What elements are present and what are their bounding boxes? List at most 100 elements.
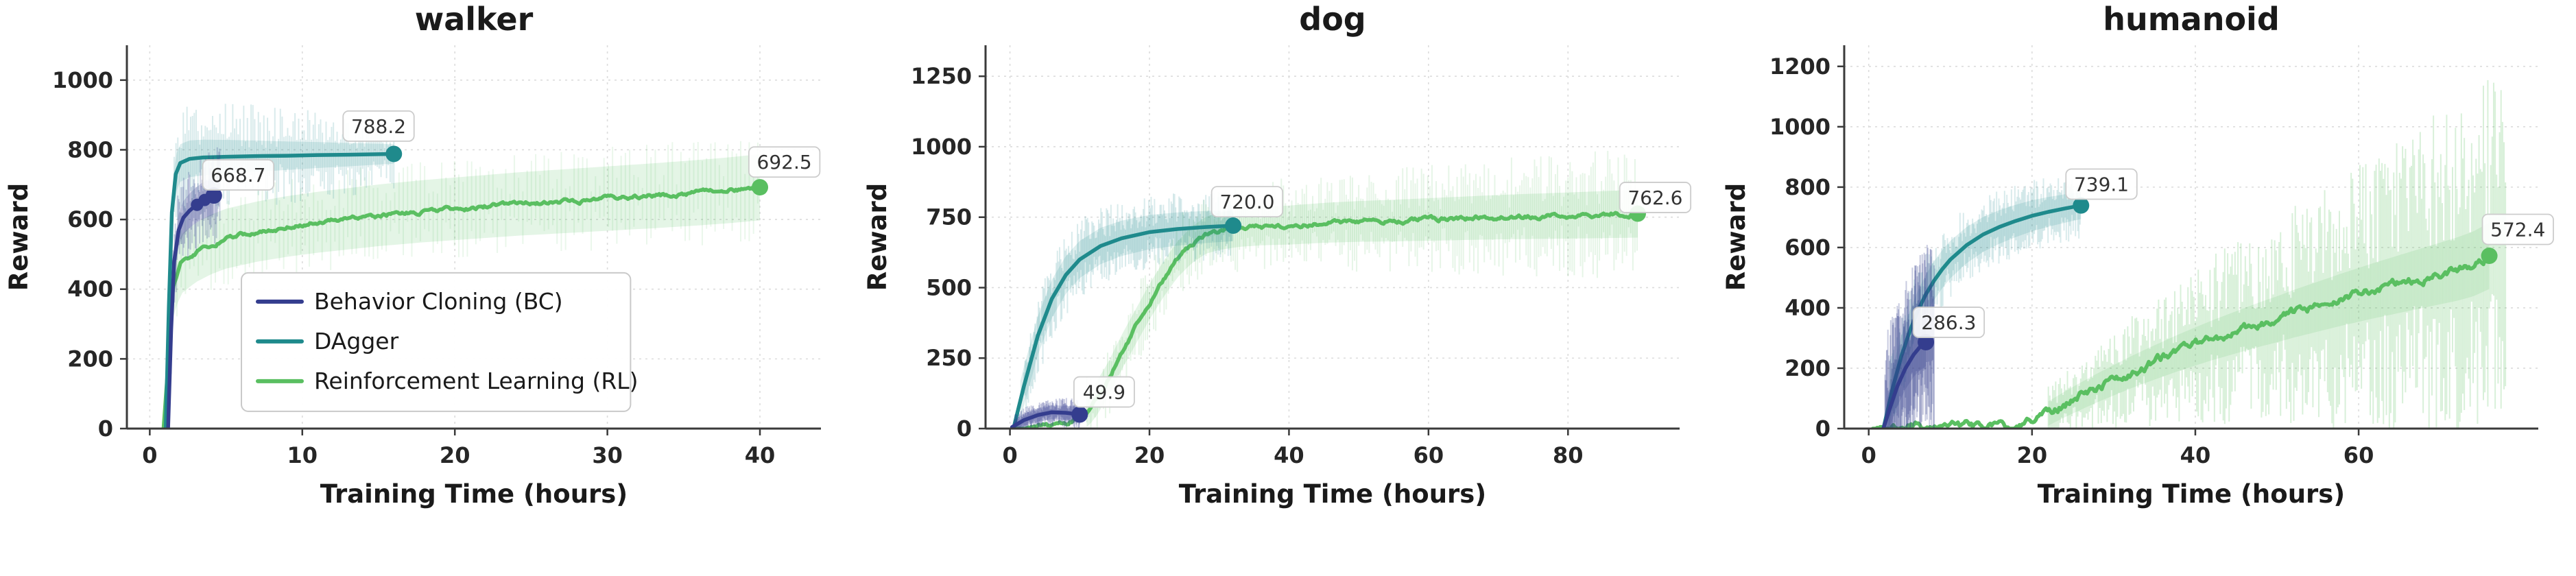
annotation-text: 286.3 bbox=[1921, 311, 1976, 334]
y-tick-label: 1000 bbox=[52, 67, 113, 93]
x-tick-label: 0 bbox=[142, 442, 157, 468]
chart-title: dog bbox=[1299, 1, 1365, 38]
noise-spikes-dagger bbox=[1023, 192, 1234, 409]
series-line-dagger bbox=[1881, 203, 2084, 429]
y-tick-label: 600 bbox=[67, 206, 113, 232]
walker-chart: 0 10 20 30 4002004006008001000walkerTraining… bbox=[4, 1, 821, 509]
y-axis-label: Reward bbox=[4, 183, 34, 291]
legend-label-bc: Behavior Cloning (BC) bbox=[314, 288, 563, 315]
chart-title: walker bbox=[415, 1, 534, 38]
y-tick-label: 0 bbox=[957, 416, 972, 442]
value-annotation: 692.5 bbox=[748, 146, 821, 178]
y-tick-label: 1250 bbox=[911, 63, 972, 89]
x-tick-label: 40 bbox=[1274, 442, 1304, 468]
value-annotation: 762.6 bbox=[1619, 182, 1692, 213]
x-tick-label: 80 bbox=[1553, 442, 1584, 468]
dog-chart: 0 20 40 60 80 0 250 500 750 1000 1250 dog Training T… bbox=[863, 1, 1692, 509]
endpoint-dot-dagger bbox=[2073, 197, 2090, 214]
plot-area bbox=[1010, 150, 1640, 429]
y-tick-label: 0 bbox=[98, 416, 113, 442]
x-tick-label: 10 bbox=[287, 442, 318, 468]
value-annotation: 720.0 bbox=[1211, 186, 1284, 218]
x-tick-label: 0 bbox=[1002, 442, 1017, 468]
series-line-rl bbox=[161, 185, 762, 429]
value-annotation: 668.7 bbox=[202, 159, 275, 191]
chart-title: humanoid bbox=[2103, 1, 2280, 38]
confidence-band-bc bbox=[1886, 317, 1927, 429]
noise-spikes-bc bbox=[1884, 245, 1935, 429]
y-tick-label: 400 bbox=[67, 276, 113, 302]
gridlines bbox=[1844, 45, 2538, 429]
x-axis-label: Training Time (hours) bbox=[2038, 479, 2345, 509]
x-tick-label: 20 bbox=[440, 442, 470, 468]
annotation-text: 49.9 bbox=[1083, 381, 1125, 404]
confidence-band-rl bbox=[1086, 189, 1638, 427]
series-line-dagger bbox=[1011, 224, 1235, 429]
series-line-bc bbox=[1010, 410, 1082, 429]
confidence-band-bc bbox=[172, 176, 214, 312]
value-annotation: 286.3 bbox=[1912, 307, 1985, 338]
noise-spikes-rl bbox=[1086, 150, 1638, 429]
x-tick-label: 20 bbox=[2017, 442, 2048, 468]
x-tick-label: 20 bbox=[1134, 442, 1165, 468]
y-tick-label: 750 bbox=[926, 204, 972, 230]
plot-area bbox=[1870, 80, 2507, 429]
annotation-text: 739.1 bbox=[2074, 173, 2129, 195]
x-tick-label: 30 bbox=[592, 442, 623, 468]
value-annotation: 572.4 bbox=[2481, 213, 2554, 245]
value-annotation: 739.1 bbox=[2065, 168, 2138, 200]
annotation-text: 720.0 bbox=[1219, 191, 1274, 213]
legend: Behavior Cloning (BC) DAgger Reinforcement… bbox=[240, 272, 639, 412]
y-tick-label: 1000 bbox=[911, 134, 972, 160]
series-line-dagger bbox=[163, 152, 396, 429]
series-line-rl bbox=[1870, 251, 2492, 429]
annotation-text: 692.5 bbox=[757, 151, 812, 173]
annotation-text: 668.7 bbox=[211, 164, 265, 187]
x-tick-label: 0 bbox=[1861, 442, 1876, 468]
annotation-text: 788.2 bbox=[351, 115, 406, 138]
y-tick-label: 800 bbox=[67, 136, 113, 163]
y-axis-label: Reward bbox=[1721, 183, 1751, 291]
y-axis-label: Reward bbox=[863, 183, 892, 291]
x-axis-label: Training Time (hours) bbox=[320, 479, 628, 509]
endpoint-dot-bc bbox=[1918, 333, 1935, 350]
legend-label-rl: Reinforcement Learning (RL) bbox=[314, 368, 639, 394]
y-tick-label: 800 bbox=[1785, 174, 1830, 200]
chart-panel-dog: 0 20 40 60 80 0 250 500 750 1000 1250 dog Training T… bbox=[859, 0, 1717, 576]
annotation-text: 572.4 bbox=[2490, 218, 2545, 241]
endpoint-dot-bc bbox=[1071, 406, 1088, 423]
x-axis-label: Training Time (hours) bbox=[1179, 479, 1486, 509]
x-tick-label: 40 bbox=[745, 442, 776, 468]
endpoint-dot-bc bbox=[205, 187, 222, 204]
annotation-text: 762.6 bbox=[1627, 187, 1682, 209]
humanoid-chart: 0 20 40 60020040060080010001200humanoidTrai… bbox=[1721, 1, 2554, 509]
y-tick-label: 200 bbox=[1785, 355, 1830, 381]
legend-label-dagger: DAgger bbox=[314, 328, 399, 355]
y-tick-label: 0 bbox=[1815, 416, 1830, 442]
y-tick-label: 1000 bbox=[1769, 114, 1830, 140]
y-tick-label: 500 bbox=[926, 274, 972, 300]
series-line-rl bbox=[1011, 211, 1640, 429]
y-tick-label: 250 bbox=[926, 345, 972, 371]
x-tick-label: 60 bbox=[1414, 442, 1444, 468]
x-tick-label: 60 bbox=[2344, 442, 2374, 468]
y-tick-label: 1200 bbox=[1769, 53, 1830, 80]
x-tick-label: 40 bbox=[2180, 442, 2211, 468]
chart-panel-humanoid: 0 20 40 60 0 200 400 600 800 1000 1200 humanoid Trai… bbox=[1717, 0, 2576, 576]
value-annotation: 49.9 bbox=[1073, 376, 1135, 408]
endpoint-dot-rl bbox=[752, 179, 769, 196]
chart-panel-walker: 0 10 20 30 40 0 200 400 600 800 1000 walker Training… bbox=[0, 0, 859, 576]
endpoint-dot-dagger bbox=[385, 145, 403, 163]
value-annotation: 788.2 bbox=[342, 110, 415, 142]
endpoint-dot-dagger bbox=[1225, 217, 1242, 235]
tick-labels: 0 20 40 60 80 0 250 500 750 1000 1250 bbox=[911, 63, 1584, 468]
y-tick-label: 200 bbox=[67, 346, 113, 372]
endpoint-dot-rl bbox=[2481, 248, 2498, 265]
series-line-bc bbox=[1881, 340, 1928, 429]
y-tick-label: 600 bbox=[1785, 235, 1830, 261]
confidence-band-dagger bbox=[1020, 210, 1234, 420]
y-tick-label: 400 bbox=[1785, 295, 1830, 321]
